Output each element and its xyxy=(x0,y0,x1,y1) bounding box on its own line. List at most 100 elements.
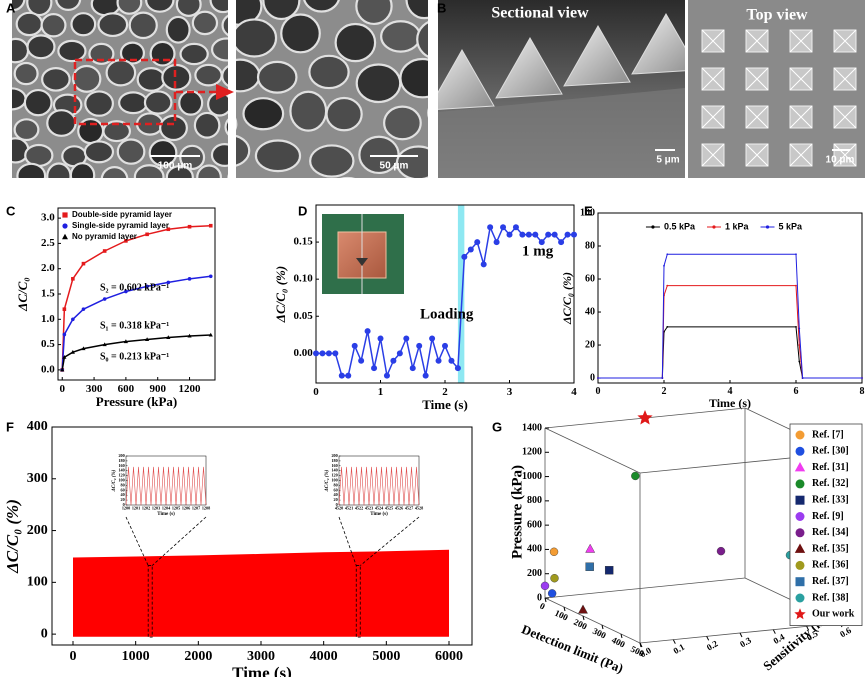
foam-cell xyxy=(334,22,377,63)
y-tick-label: 140 xyxy=(118,468,124,473)
series-line xyxy=(61,334,211,371)
data-point xyxy=(795,284,797,287)
panel-letter: C xyxy=(6,203,16,218)
y-tick-label: 100 xyxy=(27,575,48,590)
x-tick-label: 1207 xyxy=(192,506,200,511)
foam-cell xyxy=(380,20,422,53)
data-point xyxy=(70,349,75,354)
foam-cell xyxy=(105,59,137,87)
x-tick-label: 8 xyxy=(860,386,865,397)
legend-marker xyxy=(795,528,805,538)
legend-label: 1 kPa xyxy=(725,221,750,231)
foam-cell xyxy=(236,18,278,58)
y-tick xyxy=(639,642,643,648)
foam-cell xyxy=(12,137,30,164)
z-tick-label: 800 xyxy=(527,495,542,506)
legend-marker xyxy=(651,225,655,229)
zoom-arrowhead xyxy=(216,84,234,100)
x-tick-label: 1 xyxy=(378,386,384,398)
data-point xyxy=(71,277,75,281)
y-tick-label: 100 xyxy=(580,207,595,218)
legend-label: Ref. [32] xyxy=(812,478,849,489)
pyramid-edge xyxy=(745,105,769,129)
pyramid-edge xyxy=(701,105,725,129)
x-tick-label: 4 xyxy=(571,386,577,398)
y-tick-label: 120 xyxy=(331,473,337,478)
data-point xyxy=(403,335,410,342)
foam-cell xyxy=(12,87,27,111)
data-point xyxy=(102,342,107,347)
pyramid xyxy=(631,12,685,75)
y-tick xyxy=(806,626,810,631)
y-tick-label: 60 xyxy=(334,487,338,492)
data-point xyxy=(81,307,86,311)
annotation: S₁ = 0.318 kPa⁻¹ xyxy=(100,320,169,331)
x-tick-label: 6000 xyxy=(435,649,463,664)
x-tick-label: 100 xyxy=(553,608,570,623)
foam-cell xyxy=(46,162,72,178)
y-tick-label: 0.3 xyxy=(738,635,753,650)
scale-bar-label: 50 μm xyxy=(380,161,409,172)
data-point xyxy=(364,328,371,335)
x-axis-label: Time (s) xyxy=(422,397,468,412)
foam-cell xyxy=(40,13,67,38)
box-edge xyxy=(544,427,641,474)
data-point xyxy=(547,589,557,598)
data-point xyxy=(558,239,565,246)
legend-marker xyxy=(765,225,770,229)
x-tick-label: 4526 xyxy=(395,506,403,511)
y-tick-label: 200 xyxy=(118,453,124,458)
x-tick-label: 4528 xyxy=(415,506,423,511)
image-panel xyxy=(236,0,428,178)
y-axis-label: ΔC/C₀ (%) xyxy=(325,469,330,492)
foam-cell xyxy=(55,0,82,11)
x-tick-label: 0 xyxy=(69,649,76,664)
legend-label: Ref. [7] xyxy=(812,429,844,440)
data-point xyxy=(166,280,171,285)
pyramid-edge xyxy=(789,67,813,91)
inset-background xyxy=(339,456,419,505)
foam-cell xyxy=(83,140,115,164)
data-point xyxy=(512,224,519,231)
legend-marker xyxy=(794,608,806,620)
plot-frame xyxy=(597,212,863,384)
data-point xyxy=(377,335,384,342)
pyramid-edge xyxy=(833,105,857,129)
y-tick-label: 0.10 xyxy=(293,273,313,285)
y-tick-label: 200 xyxy=(27,523,48,538)
view-title: Top view xyxy=(746,7,808,24)
legend-marker xyxy=(712,225,716,229)
zoom-connector xyxy=(151,516,207,566)
data-point xyxy=(338,372,345,379)
x-tick-label: 300 xyxy=(86,383,103,395)
foam-cell xyxy=(57,39,87,63)
data-point xyxy=(661,377,664,379)
foam-cell xyxy=(0,170,6,194)
y-tick-label: 0.00 xyxy=(293,347,313,359)
data-point xyxy=(585,562,594,571)
foam-cell xyxy=(325,96,363,132)
x-tick xyxy=(544,597,547,603)
foam-cell xyxy=(178,90,204,116)
legend-marker xyxy=(62,223,68,229)
data-point xyxy=(62,332,67,337)
data-point xyxy=(442,342,448,349)
x-tick xyxy=(563,606,566,612)
foam-cell xyxy=(355,63,402,104)
data-point xyxy=(454,365,461,372)
x-tick-label: 0 xyxy=(59,383,65,395)
z-tick-label: 1400 xyxy=(522,422,542,433)
legend-label: Single-side pyramid layer xyxy=(72,221,169,230)
data-point xyxy=(208,223,213,228)
foam-cell xyxy=(159,114,188,142)
x-tick-label: 600 xyxy=(118,383,135,395)
data-point xyxy=(187,277,192,281)
foam-cell xyxy=(116,138,146,165)
foam-cell xyxy=(88,42,115,65)
pyramid-edge xyxy=(833,143,857,167)
data-point xyxy=(801,377,804,379)
foam-cell xyxy=(243,190,270,213)
data-point xyxy=(429,335,436,342)
foam-cell xyxy=(70,12,97,37)
